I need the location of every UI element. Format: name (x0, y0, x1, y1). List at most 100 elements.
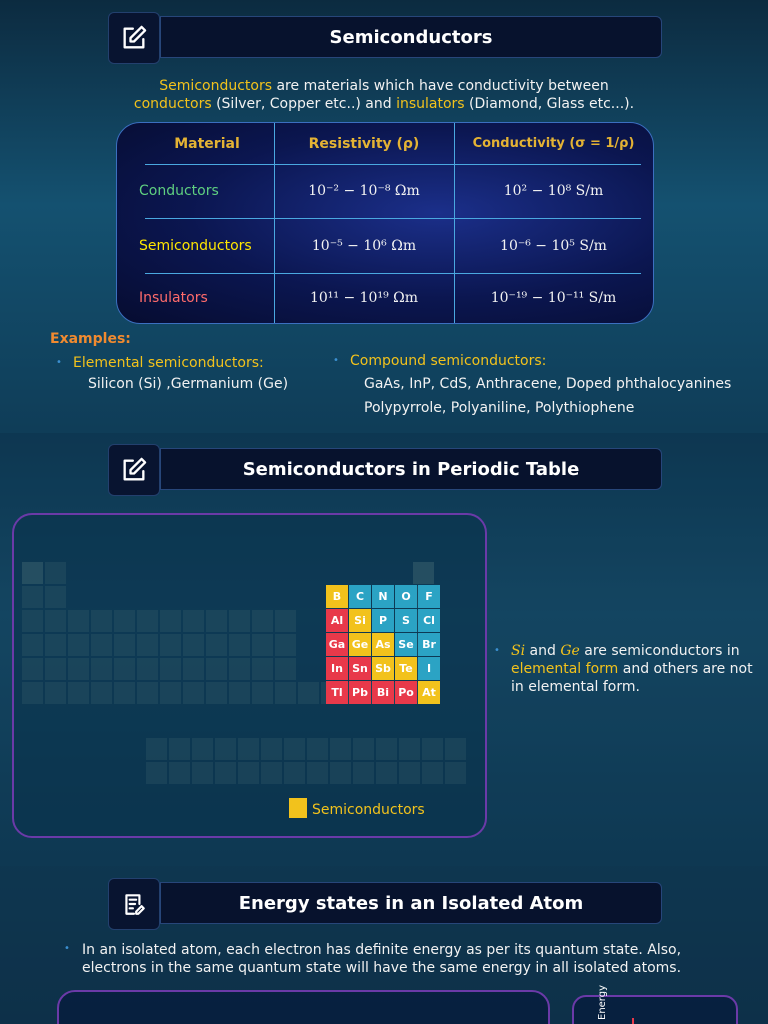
highlight: conductors (133, 96, 212, 112)
material: Semiconductors (139, 237, 252, 254)
element: At (418, 681, 440, 704)
ghost-cell (413, 562, 434, 584)
table-header: Conductivity (σ = 1/ρ) (472, 136, 635, 151)
highlight: Si (511, 643, 526, 659)
intro-text: Semiconductors are materials which have … (0, 77, 768, 113)
material: Conductors (139, 183, 219, 199)
conductivity: 10⁻⁶ − 10⁵ S/m (500, 237, 607, 254)
ghost-cell (353, 762, 374, 784)
conductivity: 10⁻¹⁹ − 10⁻¹¹ S/m (490, 290, 617, 306)
ghost-cell (298, 682, 319, 704)
ghost-cell (229, 682, 250, 704)
ghost-cell (445, 762, 466, 784)
ghost-cell (206, 634, 227, 656)
ghost-cell (68, 610, 89, 632)
ghost-cell (238, 762, 259, 784)
table-header: Resistivity (ρ) (308, 135, 420, 152)
edit-icon (108, 12, 160, 64)
element: C (349, 585, 371, 608)
ghost-cell (215, 738, 236, 760)
element: Ge (349, 633, 371, 656)
ghost-cell (252, 658, 273, 680)
ghost-cell (45, 562, 66, 584)
ghost-cell (307, 738, 328, 760)
bullet: • (494, 645, 500, 656)
ghost-cell (22, 634, 43, 656)
ghost-cell (192, 762, 213, 784)
ghost-cell (114, 634, 135, 656)
col-divider (454, 123, 455, 323)
element: Sn (349, 657, 371, 680)
example-line: GaAs, InP, CdS, Anthracene, Doped phthal… (364, 376, 732, 392)
ghost-cell (91, 682, 112, 704)
ghost-cell (261, 738, 282, 760)
text: (Diamond, Glass etc...). (464, 96, 635, 112)
ghost-cell (192, 738, 213, 760)
text: and (525, 643, 561, 659)
ghost-cell (252, 610, 273, 632)
element: Tl (326, 681, 348, 704)
text: and others are not in elemental form. (511, 661, 753, 695)
section-title: Energy states in an Isolated Atom (160, 882, 662, 924)
element: F (418, 585, 440, 608)
ghost-cell (22, 562, 43, 584)
ghost-cell (376, 738, 397, 760)
ghost-cell (376, 762, 397, 784)
ghost-cell (22, 586, 43, 608)
resistivity: 10⁻² − 10⁻⁸ Ωm (308, 183, 420, 199)
bullet-text: In an isolated atom, each electron has d… (82, 942, 682, 976)
element: Br (418, 633, 440, 656)
ghost-cell (22, 658, 43, 680)
ghost-cell (160, 610, 181, 632)
element: Te (395, 657, 417, 680)
examples-label: Examples: (50, 331, 131, 347)
highlight: elemental form (511, 661, 619, 677)
axis-label: Energy (597, 984, 608, 1020)
ghost-cell (137, 682, 158, 704)
ghost-cell (284, 738, 305, 760)
properties-table: Material Resistivity (ρ) Conductivity (σ… (116, 122, 654, 324)
ghost-cell (160, 634, 181, 656)
ghost-cell (206, 682, 227, 704)
element: I (418, 657, 440, 680)
element: In (326, 657, 348, 680)
conductivity: 10² − 10⁸ S/m (503, 183, 604, 199)
element: Po (395, 681, 417, 704)
diagram-panel (57, 990, 550, 1024)
ghost-cell (22, 562, 43, 584)
ghost-cell (183, 682, 204, 704)
ghost-cell (45, 634, 66, 656)
ghost-cell (238, 738, 259, 760)
element: O (395, 585, 417, 608)
text: are materials which have conductivity be… (272, 78, 609, 94)
example-line: Polypyrrole, Polyaniline, Polythiophene (364, 400, 635, 416)
element: As (372, 633, 394, 656)
ghost-cell (330, 738, 351, 760)
ghost-cell (275, 610, 296, 632)
highlight: Semiconductors (159, 78, 273, 94)
ghost-cell (183, 634, 204, 656)
ghost-cell (22, 682, 43, 704)
element: S (395, 609, 417, 632)
highlight: insulators (396, 96, 465, 112)
ghost-cell (68, 682, 89, 704)
section-title: Semiconductors in Periodic Table (160, 448, 662, 490)
ghost-cell (307, 762, 328, 784)
ghost-cell (252, 634, 273, 656)
ghost-cell (261, 762, 282, 784)
axis-line (632, 1018, 634, 1024)
ghost-cell (229, 658, 250, 680)
element: Se (395, 633, 417, 656)
ghost-cell (399, 738, 420, 760)
row-divider (145, 273, 641, 274)
element: B (326, 585, 348, 608)
ghost-cell (183, 610, 204, 632)
example-heading: Compound semiconductors: (350, 353, 547, 369)
ghost-cell (160, 658, 181, 680)
ghost-cell (91, 658, 112, 680)
element: Cl (418, 609, 440, 632)
row-divider (145, 164, 641, 165)
notes-icon (108, 878, 160, 930)
element: Al (326, 609, 348, 632)
